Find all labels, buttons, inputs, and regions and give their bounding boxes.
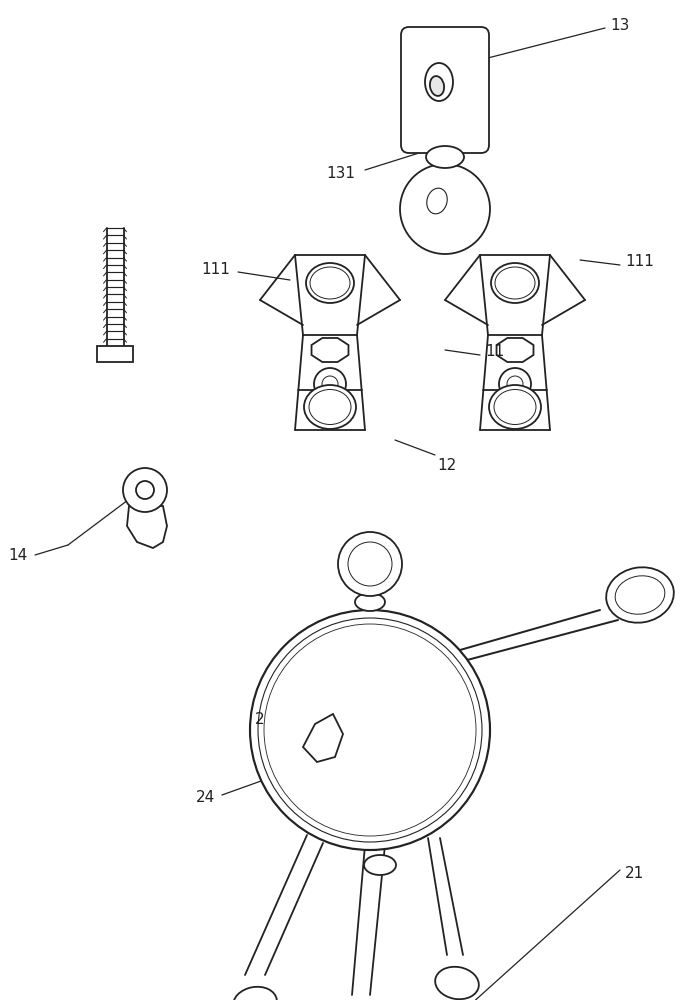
Ellipse shape <box>426 146 464 168</box>
Text: 131: 131 <box>326 165 355 180</box>
Ellipse shape <box>364 855 396 875</box>
Ellipse shape <box>489 385 541 429</box>
Polygon shape <box>311 338 348 362</box>
Ellipse shape <box>615 576 665 614</box>
Text: 11: 11 <box>485 344 504 360</box>
Circle shape <box>250 610 490 850</box>
Polygon shape <box>303 714 343 762</box>
Circle shape <box>348 542 392 586</box>
Ellipse shape <box>494 389 536 424</box>
Text: 24: 24 <box>196 790 215 806</box>
Circle shape <box>499 368 531 400</box>
FancyBboxPatch shape <box>401 27 489 153</box>
Circle shape <box>314 368 346 400</box>
Polygon shape <box>497 338 533 362</box>
Circle shape <box>338 532 402 596</box>
Ellipse shape <box>607 567 674 623</box>
Circle shape <box>507 376 523 392</box>
Ellipse shape <box>306 263 354 303</box>
Polygon shape <box>97 346 133 362</box>
Ellipse shape <box>425 63 453 101</box>
Text: 2: 2 <box>255 712 265 728</box>
Circle shape <box>264 624 476 836</box>
Text: 111: 111 <box>201 262 230 277</box>
Circle shape <box>322 376 338 392</box>
Ellipse shape <box>310 267 350 299</box>
Ellipse shape <box>309 389 351 424</box>
Ellipse shape <box>435 967 479 999</box>
Ellipse shape <box>304 385 356 429</box>
Ellipse shape <box>427 188 447 214</box>
Circle shape <box>258 618 482 842</box>
Ellipse shape <box>355 593 385 611</box>
Ellipse shape <box>233 987 277 1000</box>
Ellipse shape <box>495 267 535 299</box>
Circle shape <box>123 468 167 512</box>
Text: 13: 13 <box>610 17 629 32</box>
Text: 12: 12 <box>437 458 456 473</box>
Text: 14: 14 <box>9 548 28 564</box>
Text: 111: 111 <box>625 254 654 269</box>
Circle shape <box>400 164 490 254</box>
Ellipse shape <box>491 263 539 303</box>
Ellipse shape <box>430 76 444 96</box>
Text: 21: 21 <box>625 865 644 880</box>
Circle shape <box>136 481 154 499</box>
Polygon shape <box>127 506 167 548</box>
